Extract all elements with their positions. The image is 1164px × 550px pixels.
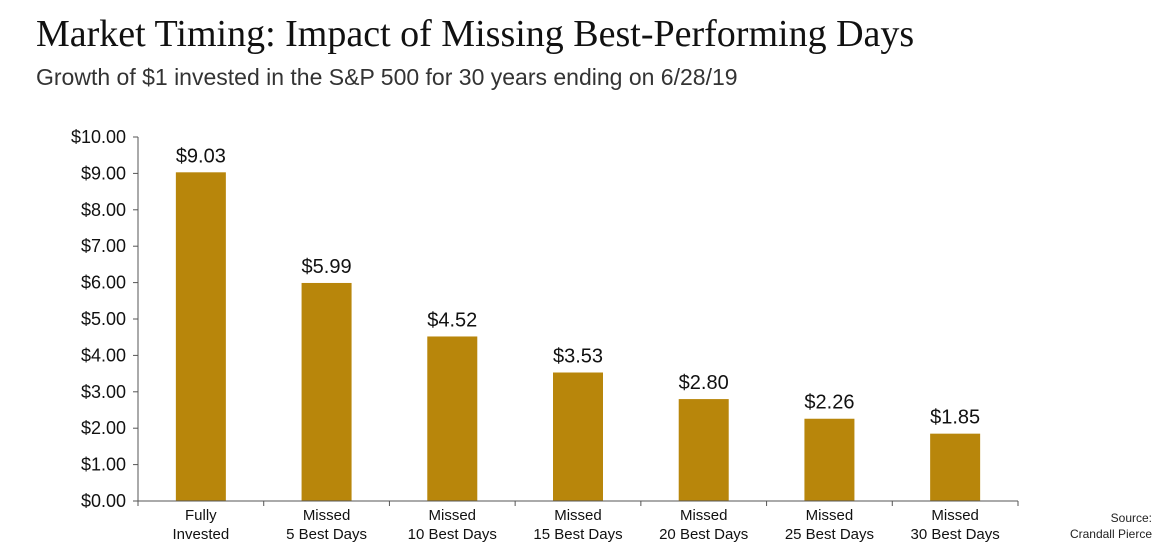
- bar: [678, 399, 729, 501]
- data-label: $1.85: [930, 407, 980, 429]
- data-label: $2.80: [679, 372, 729, 394]
- source-note: Source: Crandall Pierce: [1070, 510, 1152, 542]
- x-tick-label: 10 Best Days: [408, 526, 497, 543]
- chart-title: Market Timing: Impact of Missing Best-Pe…: [36, 13, 915, 55]
- bar: [804, 418, 855, 501]
- y-tick-label: $5.00: [81, 309, 126, 329]
- x-tick-label: Missed: [554, 507, 602, 524]
- x-tick-label: Invested: [172, 526, 229, 543]
- bar: [175, 172, 226, 502]
- y-tick-label: $4.00: [81, 345, 126, 365]
- x-tick-label: Missed: [429, 507, 477, 524]
- y-tick-label: $1.00: [81, 455, 126, 475]
- data-label: $4.52: [427, 309, 477, 331]
- x-tick-label: 15 Best Days: [533, 526, 622, 543]
- chart-subtitle: Growth of $1 invested in the S&P 500 for…: [36, 64, 738, 90]
- y-tick-label: $8.00: [81, 200, 126, 220]
- data-label: $2.26: [804, 392, 854, 414]
- x-tick-label: 30 Best Days: [911, 526, 1000, 543]
- bar: [301, 282, 352, 501]
- data-label: $5.99: [302, 256, 352, 278]
- y-tick-label: $0.00: [81, 491, 126, 511]
- y-tick-label: $2.00: [81, 418, 126, 438]
- data-label: $3.53: [553, 346, 603, 368]
- x-tick-label: Missed: [303, 507, 351, 524]
- y-tick-label: $3.00: [81, 382, 126, 402]
- x-tick-label: 25 Best Days: [785, 526, 874, 543]
- data-label: $9.03: [176, 145, 226, 167]
- bar: [930, 433, 981, 501]
- x-tick-label: 5 Best Days: [286, 526, 367, 543]
- x-tick-label: 20 Best Days: [659, 526, 748, 543]
- y-axis: $0.00 $1.00 $2.00 $3.00 $4.00 $5.00 $6.00 $7.00…: [71, 127, 139, 511]
- y-tick-label: $7.00: [81, 236, 126, 256]
- source-name: Crandall Pierce: [1069, 527, 1152, 541]
- x-tick-label: Fully: [185, 507, 217, 524]
- x-tick-label: Missed: [931, 507, 979, 524]
- x-tick-label: Missed: [806, 507, 854, 524]
- bar: [553, 372, 603, 501]
- y-tick-label: $10.00: [71, 127, 126, 147]
- y-tick-label: $6.00: [81, 273, 126, 293]
- bar: [427, 336, 478, 501]
- x-axis: Fully Invested Missed 5 Best Days Missed 10 B…: [137, 500, 1019, 543]
- bars-group: $9.03 $5.99 $4.52 $3.53 $2.80 $2.26 $1.85: [175, 145, 981, 502]
- source-label: Source:: [1110, 511, 1152, 525]
- y-tick-label: $9.00: [81, 163, 126, 183]
- x-tick-label: Missed: [680, 507, 728, 524]
